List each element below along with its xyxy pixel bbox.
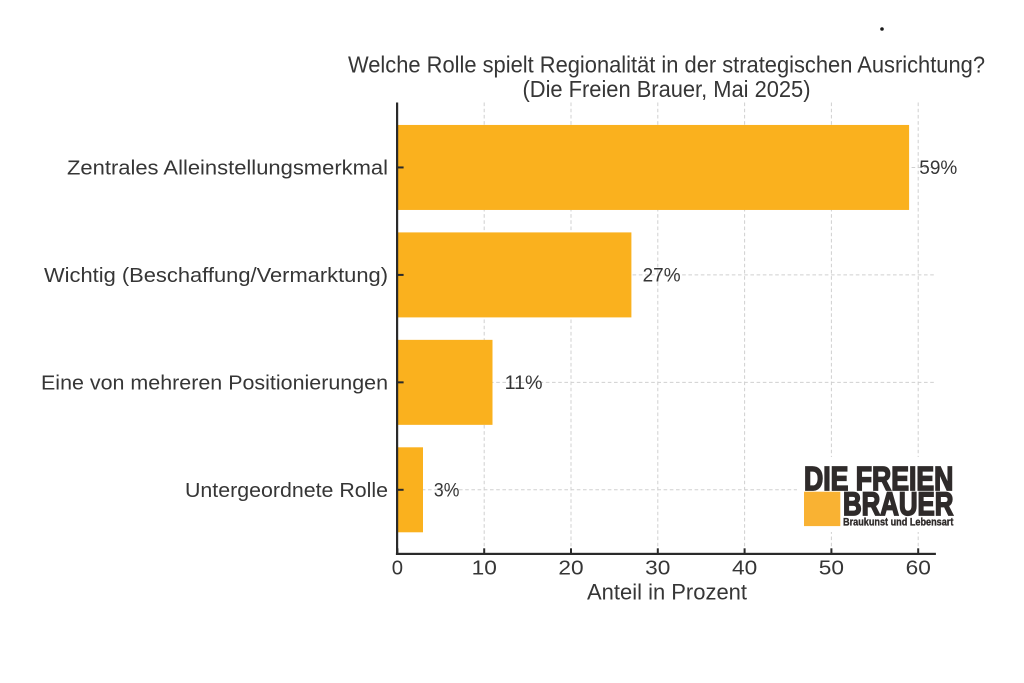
svg-text:DIE FREIEN: DIE FREIEN xyxy=(804,460,953,498)
svg-text:40: 40 xyxy=(732,558,757,580)
svg-text:Welche Rolle spielt Regionalit: Welche Rolle spielt Regionalität in der … xyxy=(348,52,985,78)
svg-text:60: 60 xyxy=(906,558,931,580)
svg-text:Untergeordnete Rolle: Untergeordnete Rolle xyxy=(185,479,388,502)
svg-text:20: 20 xyxy=(558,558,583,580)
svg-text:11%: 11% xyxy=(505,373,543,394)
svg-text:30: 30 xyxy=(645,558,670,580)
svg-text:27%: 27% xyxy=(643,265,681,286)
svg-text:Eine von mehreren Positionieru: Eine von mehreren Positionierungen xyxy=(41,372,388,395)
svg-text:50: 50 xyxy=(819,558,844,580)
svg-text:Wichtig (Beschaffung/Vermarktu: Wichtig (Beschaffung/Vermarktung) xyxy=(44,264,388,287)
svg-text:3%: 3% xyxy=(434,480,460,501)
svg-text:BRAUER: BRAUER xyxy=(843,486,953,522)
svg-text:(Die Freien Brauer, Mai 2025): (Die Freien Brauer, Mai 2025) xyxy=(523,76,811,102)
svg-text:10: 10 xyxy=(472,558,497,580)
svg-text:Anteil in Prozent: Anteil in Prozent xyxy=(587,580,747,605)
svg-text:Braukunst und Lebensart: Braukunst und Lebensart xyxy=(843,516,954,528)
svg-text:59%: 59% xyxy=(919,158,957,179)
svg-text:Zentrales Alleinstellungsmerkm: Zentrales Alleinstellungsmerkmal xyxy=(67,157,388,180)
svg-text:0: 0 xyxy=(392,558,403,580)
